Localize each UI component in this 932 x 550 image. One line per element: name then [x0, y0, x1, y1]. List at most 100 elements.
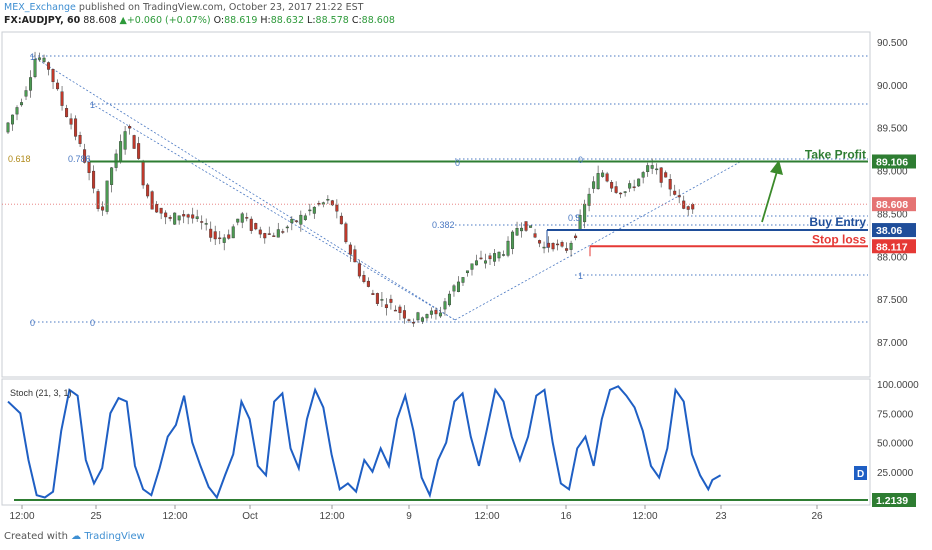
- candle-body: [438, 312, 442, 317]
- candle-body: [168, 216, 172, 219]
- candle-body: [479, 257, 483, 260]
- candle-body: [655, 168, 659, 171]
- candle-body: [339, 215, 343, 225]
- projection-arrow: [761, 167, 779, 223]
- candle-body: [398, 306, 402, 313]
- stoch-support-tag: 1.2139: [876, 495, 908, 507]
- created-with-text: Created with: [4, 531, 68, 542]
- candle-body: [493, 253, 497, 262]
- candle-body: [74, 118, 78, 137]
- close-value: 88.608: [361, 15, 395, 26]
- candle-body: [47, 62, 51, 70]
- candle-body: [254, 223, 258, 230]
- stoch-pane[interactable]: [1, 378, 871, 506]
- fib-label: 1: [90, 100, 95, 110]
- price-pane[interactable]: [1, 31, 871, 378]
- candle-body: [290, 218, 294, 224]
- publisher-name[interactable]: MEX_Exchange: [4, 2, 76, 13]
- candle-body: [92, 170, 96, 189]
- fib-label: 0: [90, 318, 95, 328]
- projection-arrow-head-icon: [770, 160, 783, 175]
- candle-body: [587, 193, 591, 206]
- candle-body: [366, 280, 370, 287]
- time-tick-label: 12:00: [162, 511, 187, 522]
- take-profit-label: Take Profit: [805, 147, 866, 161]
- candle-body: [150, 191, 154, 210]
- candle-body: [465, 270, 469, 274]
- candle-body: [610, 181, 614, 189]
- time-tick-label: 25: [90, 511, 102, 522]
- candle-body: [191, 214, 195, 219]
- candle-body: [434, 309, 438, 315]
- price-tick-label: 87.000: [877, 338, 908, 349]
- candle-body: [520, 227, 524, 232]
- candle-body: [236, 218, 240, 223]
- stoch-support-tag-bg: [872, 493, 916, 507]
- price-tags: 89.106 88.608 38.06 88.117 1.2139 D: [854, 154, 916, 507]
- candle-body: [484, 260, 488, 264]
- price-tick-label: 89.000: [877, 167, 908, 178]
- candle-body: [326, 199, 330, 201]
- time-tick-label: 12:00: [474, 511, 499, 522]
- candle-body: [420, 317, 424, 322]
- take-profit-price-tag: 89.106: [876, 156, 908, 168]
- candle-body: [231, 226, 235, 239]
- published-text: published on TradingView.com, October 23…: [78, 2, 364, 13]
- candle-body: [425, 314, 429, 319]
- candle-body: [6, 122, 10, 133]
- candle-body: [276, 229, 280, 238]
- candle-body: [335, 204, 339, 212]
- stoch-marker-bg: [854, 466, 867, 480]
- candle-body: [673, 190, 677, 195]
- time-tick-label: 12:00: [9, 511, 34, 522]
- candle-body: [330, 200, 334, 206]
- candle-body: [87, 161, 91, 173]
- time-tick-label: 16: [560, 511, 572, 522]
- candle-body: [182, 214, 186, 217]
- price-tick-label: 87.500: [877, 295, 908, 306]
- candle-body: [285, 226, 289, 229]
- candle-body: [249, 218, 253, 231]
- tradingview-brand[interactable]: TradingView: [84, 531, 145, 542]
- candle-body: [308, 209, 312, 212]
- candle-body: [56, 82, 60, 90]
- buy-entry-label: Buy Entry: [809, 215, 866, 229]
- chart-text: 0.618 0.786 1 1 0 0 0 0.382 0.5 1 0 Take Profit Buy …: [8, 52, 866, 398]
- candle-body: [222, 237, 226, 243]
- candle-body: [497, 251, 501, 259]
- candle-body: [619, 192, 623, 195]
- fib-label: 1: [30, 52, 35, 62]
- candle-body: [33, 59, 37, 77]
- stop-loss-label: Stop loss: [812, 232, 866, 246]
- fib-label: 0: [455, 158, 460, 168]
- fib-label: 0: [578, 155, 583, 165]
- candle-body: [200, 221, 204, 223]
- candle-body: [605, 173, 609, 182]
- candle-body: [547, 242, 551, 248]
- candle-body: [456, 281, 460, 292]
- time-tick-label: 26: [811, 511, 823, 522]
- candle-body: [461, 277, 465, 283]
- symbol-label[interactable]: FX:AUDJPY, 60: [4, 15, 81, 26]
- candle-body: [529, 225, 533, 228]
- candle-body: [312, 206, 316, 214]
- candle-body: [560, 242, 564, 247]
- candle-body: [524, 221, 528, 231]
- candle-body: [146, 184, 150, 197]
- axes: 90.50090.00089.50089.00088.50088.00087.5…: [9, 38, 919, 522]
- candle-body: [78, 135, 82, 144]
- candle-body: [511, 231, 515, 249]
- candle-body: [556, 243, 560, 246]
- candle-body: [353, 249, 357, 263]
- candle-body: [389, 298, 393, 303]
- candle-body: [128, 126, 132, 129]
- candle-body: [443, 301, 447, 310]
- candle-body: [177, 215, 181, 221]
- candle-body: [38, 57, 42, 60]
- candle-body: [141, 161, 145, 186]
- candle-body: [371, 293, 375, 295]
- low-label: L:: [307, 15, 316, 26]
- candle-body: [110, 167, 114, 185]
- candle-body: [299, 214, 303, 225]
